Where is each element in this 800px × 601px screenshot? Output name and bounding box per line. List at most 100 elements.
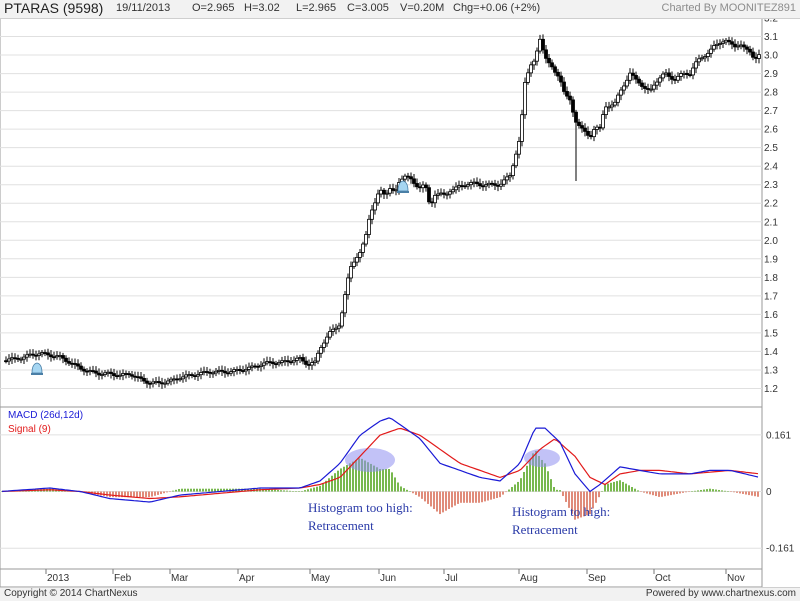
candle-body bbox=[199, 372, 203, 376]
histogram-bar bbox=[418, 491, 420, 497]
histogram-bar bbox=[214, 488, 216, 492]
histogram-bar bbox=[634, 488, 636, 492]
candle-body bbox=[748, 48, 752, 53]
histogram-bar bbox=[130, 491, 132, 498]
candle-body bbox=[715, 43, 719, 46]
candle-body bbox=[535, 50, 539, 62]
histogram-bar bbox=[112, 491, 114, 498]
candle-body bbox=[4, 360, 8, 363]
candle-body bbox=[466, 184, 470, 187]
candle-body bbox=[340, 312, 344, 327]
candle-body bbox=[667, 72, 671, 77]
candle-body bbox=[619, 89, 623, 96]
chart-footer: Copyright © 2014 ChartNexus Powered by w… bbox=[0, 587, 800, 601]
candle-body bbox=[64, 357, 68, 362]
histogram-bar bbox=[271, 489, 273, 492]
candle-body bbox=[31, 353, 35, 356]
price-axis: 3.2 3.1 3.0 2.9 2.8 2.7 2.6 2.5 2.4 2.3 2.2 2.1 2.0 1… bbox=[764, 14, 778, 395]
histogram-bar bbox=[682, 491, 684, 493]
histogram-bar bbox=[559, 490, 561, 492]
candle-body bbox=[406, 175, 410, 178]
candle-body bbox=[277, 362, 281, 365]
candle-body bbox=[13, 357, 17, 360]
histogram-bar bbox=[424, 491, 426, 502]
candle-body bbox=[445, 193, 449, 196]
histogram-bar bbox=[118, 491, 120, 498]
candle-body bbox=[754, 56, 758, 59]
candle-body bbox=[52, 356, 56, 359]
candle-body bbox=[448, 191, 452, 195]
candle-body bbox=[121, 373, 125, 376]
histogram-bar bbox=[562, 491, 564, 497]
candle-body bbox=[676, 75, 680, 81]
x-tick-label: Sep bbox=[588, 573, 606, 584]
alert-bell-icon bbox=[31, 362, 43, 375]
candle-body bbox=[637, 78, 641, 84]
histogram-bar bbox=[754, 491, 756, 497]
histogram-bar bbox=[220, 488, 222, 492]
histogram-bar bbox=[139, 491, 141, 498]
candle-body bbox=[268, 361, 272, 364]
candle-body bbox=[418, 186, 422, 189]
candle-body bbox=[214, 370, 218, 374]
candle-body bbox=[25, 354, 29, 358]
histogram-bar bbox=[268, 489, 270, 492]
candle-body bbox=[91, 370, 95, 373]
quote-high: H=3.02 bbox=[244, 2, 280, 14]
candle-body bbox=[124, 373, 128, 375]
candle-body bbox=[691, 67, 695, 76]
candle-body bbox=[307, 364, 311, 366]
price-tick-label: 2.6 bbox=[764, 125, 778, 136]
candle-body bbox=[529, 64, 533, 74]
histogram-bar bbox=[382, 468, 384, 492]
macd-tick-label: 0 bbox=[766, 487, 772, 498]
candle-body bbox=[157, 381, 161, 384]
histogram-bar bbox=[604, 484, 606, 492]
histogram-bar bbox=[160, 491, 162, 495]
candle-body bbox=[82, 368, 86, 372]
copyright-text: Copyright © 2014 ChartNexus bbox=[4, 588, 138, 599]
price-tick-label: 1.3 bbox=[764, 365, 778, 376]
price-tick-label: 2.1 bbox=[764, 217, 778, 228]
histogram-bar bbox=[421, 491, 423, 499]
candle-body bbox=[592, 129, 596, 138]
candle-body bbox=[175, 378, 179, 381]
price-tick-label: 1.9 bbox=[764, 254, 778, 265]
histogram-bar bbox=[247, 488, 249, 492]
histogram-bar bbox=[622, 481, 624, 492]
candle-body bbox=[565, 91, 569, 97]
candle-body bbox=[67, 361, 71, 364]
candle-body bbox=[292, 359, 296, 363]
histogram-bar bbox=[115, 491, 117, 498]
candle-body bbox=[139, 376, 143, 379]
price-candles bbox=[4, 34, 761, 389]
histogram-bar bbox=[502, 491, 504, 495]
histogram-bar bbox=[277, 489, 279, 492]
histogram-bar bbox=[685, 491, 687, 493]
histogram-bar bbox=[631, 487, 633, 492]
candle-body bbox=[532, 60, 536, 66]
histogram-bar bbox=[745, 491, 747, 495]
candle-body bbox=[16, 357, 20, 360]
candle-body bbox=[514, 153, 518, 167]
candle-body bbox=[712, 45, 716, 50]
candle-body bbox=[115, 375, 119, 378]
candle-body bbox=[664, 72, 668, 75]
histogram-bar bbox=[571, 491, 573, 514]
candle-body bbox=[730, 41, 734, 45]
candle-body bbox=[541, 38, 545, 51]
histogram-bar bbox=[310, 488, 312, 492]
candle-body bbox=[364, 234, 368, 245]
histogram-bar bbox=[187, 488, 189, 492]
histogram-bar bbox=[643, 491, 645, 493]
candle-body bbox=[421, 184, 425, 189]
candle-body bbox=[265, 361, 269, 364]
histogram-bar bbox=[523, 471, 525, 492]
histogram-bar bbox=[370, 463, 372, 492]
signal-series-line bbox=[1, 427, 759, 500]
candle-body bbox=[343, 294, 347, 314]
histogram-bar bbox=[733, 491, 735, 493]
quote-close: C=3.005 bbox=[347, 2, 389, 14]
candle-body bbox=[73, 363, 77, 365]
histogram-bar bbox=[349, 463, 351, 492]
